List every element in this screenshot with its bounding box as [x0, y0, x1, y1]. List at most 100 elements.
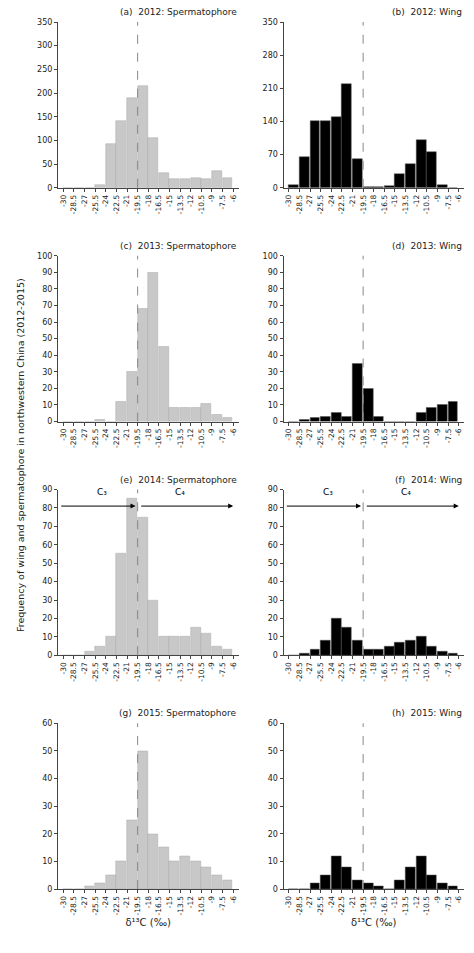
svg-text:-10.5: -10.5 [422, 428, 431, 448]
svg-text:-15: -15 [390, 195, 399, 207]
svg-text:50: 50 [268, 747, 278, 756]
svg-text:-30: -30 [284, 195, 293, 207]
svg-text:-13.5: -13.5 [176, 428, 185, 448]
svg-text:-18: -18 [144, 896, 153, 908]
svg-text:-12: -12 [412, 896, 421, 908]
svg-text:-21: -21 [122, 896, 131, 908]
svg-text:-13.5: -13.5 [176, 195, 185, 215]
svg-text:350: 350 [263, 18, 278, 27]
svg-text:10: 10 [268, 857, 278, 866]
svg-text:-25.5: -25.5 [91, 428, 100, 448]
svg-text:δ¹³C (‰): δ¹³C (‰) [351, 917, 397, 928]
svg-text:-7.5: -7.5 [218, 195, 227, 210]
svg-text:-30: -30 [59, 428, 68, 440]
svg-text:10: 10 [42, 401, 52, 410]
svg-text:-6: -6 [229, 195, 238, 203]
svg-text:-16.5: -16.5 [380, 896, 389, 916]
svg-text:-27: -27 [305, 896, 314, 908]
svg-text:-9: -9 [433, 195, 442, 203]
svg-text:-10.5: -10.5 [422, 662, 431, 682]
svg-text:-22.5: -22.5 [112, 662, 121, 682]
svg-text:50: 50 [42, 559, 52, 568]
svg-text:-22.5: -22.5 [112, 896, 121, 916]
svg-text:-9: -9 [433, 896, 442, 904]
svg-text:-9: -9 [207, 896, 216, 904]
svg-text:-10.5: -10.5 [422, 195, 431, 215]
svg-text:150: 150 [37, 113, 52, 122]
svg-text:-19.5: -19.5 [133, 662, 142, 682]
svg-text:(d) 2013: Wing: (d) 2013: Wing [392, 241, 462, 251]
svg-text:50: 50 [268, 559, 278, 568]
svg-text:70: 70 [268, 522, 278, 531]
svg-text:-6: -6 [454, 195, 463, 203]
svg-text:-21: -21 [348, 896, 357, 908]
svg-text:-28.5: -28.5 [69, 662, 78, 682]
svg-text:40: 40 [42, 351, 52, 360]
svg-text:60: 60 [42, 719, 52, 728]
svg-text:-16.5: -16.5 [380, 195, 389, 215]
svg-text:-28.5: -28.5 [295, 662, 304, 682]
svg-text:-13.5: -13.5 [401, 896, 410, 916]
svg-text:-16.5: -16.5 [154, 662, 163, 682]
svg-text:-19.5: -19.5 [359, 662, 368, 682]
svg-text:Frequency of wing and spermato: Frequency of wing and spermatophore in n… [15, 278, 26, 632]
svg-text:20: 20 [268, 830, 278, 839]
svg-text:10: 10 [42, 633, 52, 642]
svg-text:40: 40 [42, 577, 52, 586]
svg-text:-22.5: -22.5 [337, 662, 346, 682]
svg-text:C₄: C₄ [401, 487, 411, 497]
svg-text:-24: -24 [101, 195, 110, 207]
svg-text:10: 10 [42, 857, 52, 866]
svg-text:-10.5: -10.5 [197, 896, 206, 916]
svg-text:-24: -24 [101, 428, 110, 440]
svg-text:200: 200 [37, 89, 52, 98]
svg-text:-30: -30 [59, 896, 68, 908]
svg-text:80: 80 [268, 504, 278, 513]
svg-text:-27: -27 [305, 195, 314, 207]
svg-text:100: 100 [37, 136, 52, 145]
svg-text:20: 20 [268, 384, 278, 393]
svg-text:C₄: C₄ [175, 487, 185, 497]
svg-text:-19.5: -19.5 [133, 195, 142, 215]
svg-text:-13.5: -13.5 [401, 195, 410, 215]
svg-text:20: 20 [42, 384, 52, 393]
svg-text:-27: -27 [80, 428, 89, 440]
svg-text:0: 0 [273, 651, 278, 660]
svg-text:-18: -18 [369, 428, 378, 440]
svg-text:-6: -6 [454, 662, 463, 670]
svg-text:40: 40 [42, 774, 52, 783]
svg-text:-28.5: -28.5 [295, 428, 304, 448]
svg-text:90: 90 [268, 268, 278, 277]
svg-text:-22.5: -22.5 [112, 428, 121, 448]
svg-text:0: 0 [47, 651, 52, 660]
svg-text:-24: -24 [327, 662, 336, 674]
svg-text:-7.5: -7.5 [218, 662, 227, 677]
svg-text:-30: -30 [59, 195, 68, 207]
svg-text:-28.5: -28.5 [69, 428, 78, 448]
svg-text:60: 60 [268, 318, 278, 327]
svg-text:C₃: C₃ [323, 487, 333, 497]
svg-text:100: 100 [37, 252, 52, 261]
svg-text:30: 30 [268, 368, 278, 377]
svg-text:20: 20 [42, 830, 52, 839]
svg-text:50: 50 [42, 747, 52, 756]
svg-text:C₃: C₃ [97, 487, 107, 497]
svg-text:-16.5: -16.5 [380, 662, 389, 682]
svg-text:10: 10 [268, 401, 278, 410]
svg-text:-19.5: -19.5 [359, 195, 368, 215]
svg-text:-15: -15 [390, 662, 399, 674]
svg-text:100: 100 [263, 252, 278, 261]
svg-text:-7.5: -7.5 [444, 662, 453, 677]
svg-text:300: 300 [37, 41, 52, 50]
svg-text:-13.5: -13.5 [401, 428, 410, 448]
svg-text:-12: -12 [412, 195, 421, 207]
svg-text:-28.5: -28.5 [295, 195, 304, 215]
svg-text:-18: -18 [369, 896, 378, 908]
svg-text:20: 20 [42, 614, 52, 623]
svg-text:-30: -30 [284, 662, 293, 674]
svg-text:-12: -12 [412, 662, 421, 674]
svg-text:-25.5: -25.5 [91, 195, 100, 215]
svg-text:10: 10 [268, 633, 278, 642]
svg-text:-27: -27 [80, 195, 89, 207]
svg-text:-6: -6 [454, 896, 463, 904]
